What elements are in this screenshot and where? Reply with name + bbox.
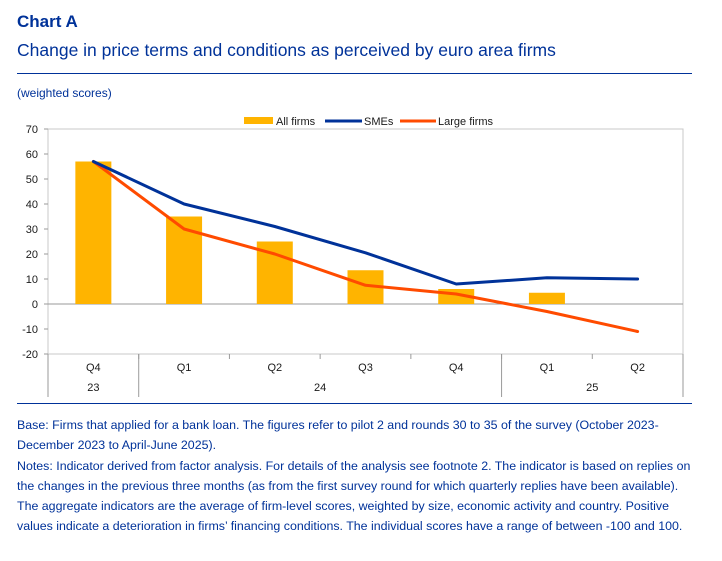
bar-all-firms (528, 292, 565, 304)
x-year-label: 23 (87, 382, 99, 394)
y-tick-label: -20 (22, 349, 38, 361)
x-tick-label: Q1 (540, 362, 555, 374)
y-tick-label: 40 (26, 199, 38, 211)
x-year-label: 24 (314, 382, 326, 394)
legend-label-large-firms: Large firms (438, 116, 494, 128)
x-tick-label: Q1 (177, 362, 192, 374)
x-tick-label: Q4 (449, 362, 464, 374)
y-axis: 70 60 50 40 30 20 10 0 -10 -20 (22, 124, 48, 361)
x-tick-label: Q2 (267, 362, 282, 374)
y-tick-label: 70 (26, 124, 38, 136)
y-tick-label: -10 (22, 324, 38, 336)
bar-all-firms (75, 161, 112, 304)
notes-divider (17, 403, 692, 404)
unit-note: (weighted scores) (17, 86, 112, 100)
y-tick-label: 10 (26, 274, 38, 286)
notes-block: Base: Firms that applied for a bank loan… (17, 415, 692, 537)
chart-area: 70 60 50 40 30 20 10 0 -10 -20 Q4 Q1 Q2 Q3 Q4 Q1 Q2 23 24… (22, 116, 684, 397)
y-tick-label: 30 (26, 224, 38, 236)
series-lines (91, 160, 640, 333)
plot-frame (47, 128, 684, 355)
chart-label: Chart A (17, 12, 78, 31)
chart-title: Change in price terms and conditions as … (17, 40, 556, 60)
y-tick-label: 60 (26, 149, 38, 161)
methodology-note: Notes: Indicator derived from factor ana… (17, 458, 691, 534)
legend-swatch-all-firms (244, 117, 273, 124)
y-tick-label: 50 (26, 174, 38, 186)
x-axis: Q4 Q1 Q2 Q3 Q4 Q1 Q2 23 24 25 (47, 354, 684, 397)
y-tick-label: 20 (26, 249, 38, 261)
base-note: Base: Firms that applied for a bank loan… (17, 418, 659, 453)
legend: All firms SMEs Large firms (244, 116, 494, 128)
x-year-label: 25 (586, 382, 598, 394)
x-tick-label: Q4 (86, 362, 101, 374)
x-tick-label: Q3 (358, 362, 373, 374)
title-divider (17, 73, 692, 74)
legend-label-all-firms: All firms (276, 116, 316, 128)
line-large-firms (91, 160, 640, 333)
y-tick-label: 0 (32, 299, 38, 311)
legend-label-smes: SMEs (364, 116, 394, 128)
line-smes (91, 160, 640, 286)
x-tick-label: Q2 (630, 362, 645, 374)
